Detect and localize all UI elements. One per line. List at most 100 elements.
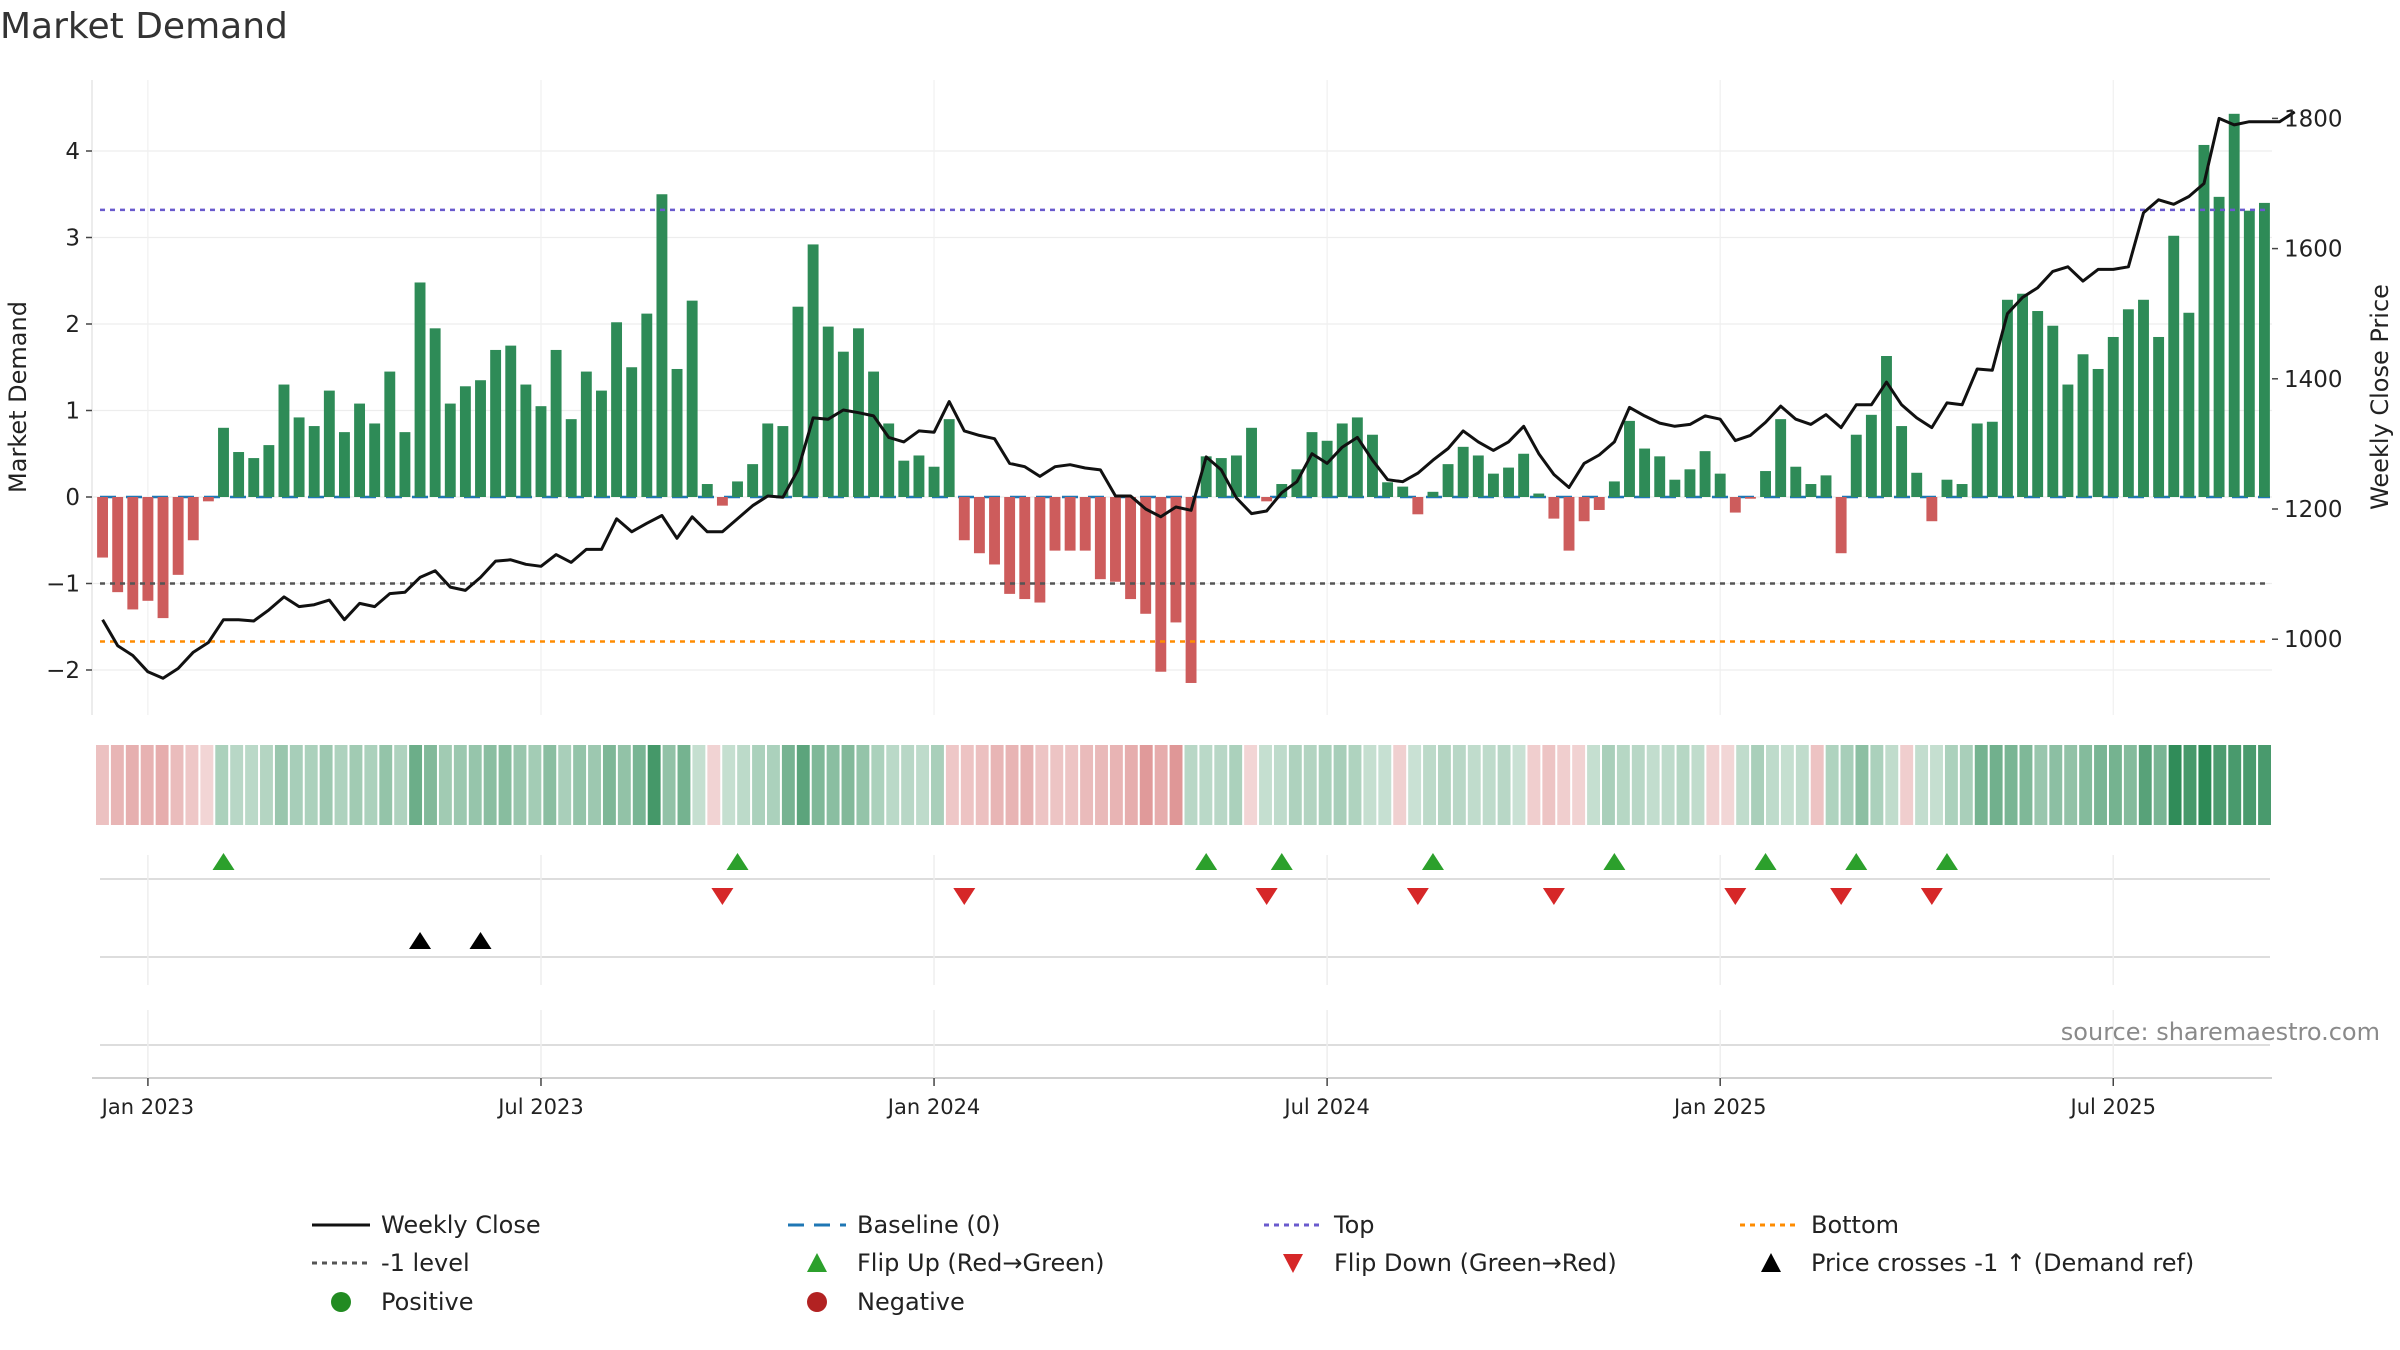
demand-bar-positive: [1881, 356, 1892, 497]
demand-bar-positive: [2168, 235, 2180, 497]
legend-triangle-up-icon: [1761, 1253, 1781, 1272]
colormap-cell: [1467, 745, 1481, 825]
date-tick-label: Jan 2023: [100, 1095, 195, 1119]
left-tick-label: −1: [46, 572, 80, 598]
demand-bar-positive: [1911, 472, 1923, 497]
colormap-cell: [1989, 745, 2003, 825]
colormap-cell: [856, 745, 870, 825]
colormap-cell: [1333, 745, 1347, 825]
colormap-cell: [260, 745, 273, 825]
demand-bar-positive: [2138, 299, 2149, 497]
colormap-cell: [1303, 745, 1317, 825]
flip-up-marker: [726, 853, 749, 870]
demand-bar-positive: [928, 466, 940, 497]
demand-bar-negative: [142, 497, 154, 601]
colormap-cell: [2094, 745, 2107, 825]
colormap-cell: [1631, 745, 1645, 825]
legend-label: Top: [1333, 1211, 1375, 1239]
legend-item-top: Top: [1264, 1211, 1375, 1239]
colormap-cell: [1780, 745, 1794, 825]
flip-down-marker: [1542, 888, 1565, 905]
legend-item-bottom: Bottom: [1740, 1211, 1899, 1239]
colormap-cell: [662, 745, 676, 825]
colormap-cell: [1795, 745, 1809, 825]
demand-bar-positive: [2047, 325, 2059, 497]
colormap-cell: [1944, 745, 1958, 825]
colormap-cell: [1124, 745, 1138, 825]
colormap-cell: [438, 745, 452, 825]
colormap-cell: [573, 745, 587, 825]
right-tick-label: 1800: [2284, 106, 2343, 132]
colormap-cell: [2168, 745, 2182, 825]
legend-item-weekly-close: Weekly Close: [312, 1211, 541, 1239]
flip-up-marker: [1935, 853, 1958, 870]
colormap-cell: [1109, 745, 1123, 825]
colormap-cell: [1512, 745, 1526, 825]
date-axis-ticks: Jan 2023 Jul 2023 Jan 2024 Jul 2024 Jan 2025…: [100, 1078, 2156, 1119]
demand-bar-positive: [278, 384, 290, 497]
flip-down-marker: [1830, 888, 1853, 905]
colormap-cell: [2153, 745, 2167, 825]
price-cross-marker: [469, 932, 492, 949]
colormap-cell: [409, 745, 423, 825]
colormap-cell: [1423, 745, 1436, 825]
demand-bar-positive: [550, 349, 562, 497]
demand-bar-positive: [1639, 448, 1651, 497]
colormap-cell: [1139, 745, 1153, 825]
colormap-cell: [334, 745, 348, 825]
colormap-cell: [617, 745, 631, 825]
demand-bar-positive: [429, 328, 441, 497]
demand-bar-positive: [1457, 446, 1469, 497]
right-tick-label: 1400: [2284, 367, 2343, 393]
legend-item-positive: Positive: [331, 1288, 474, 1316]
demand-bar-positive: [671, 368, 683, 497]
colormap-cell: [1005, 745, 1019, 825]
colormap-cell: [1751, 745, 1765, 825]
flip-down-marker: [953, 888, 976, 905]
colormap-cell: [781, 745, 795, 825]
colormap-cell: [498, 745, 512, 825]
reference-lines-overlay: [100, 208, 2270, 643]
legend-label: Flip Down (Green→Red): [1334, 1249, 1617, 1277]
demand-bar-negative: [1729, 497, 1741, 513]
colormap-cell: [1572, 745, 1586, 825]
colormap-cell: [1974, 745, 1988, 825]
legend-label: Weekly Close: [381, 1211, 541, 1239]
colormap-cell: [2123, 745, 2137, 825]
demand-bar-positive: [2077, 354, 2089, 497]
demand-bar-positive: [701, 484, 713, 497]
demand-bar-negative: [1034, 497, 1046, 603]
demand-bar-positive: [1760, 471, 1771, 497]
left-tick-label: 3: [65, 226, 80, 252]
demand-bar-negative: [127, 497, 139, 610]
flip-up-marker: [1754, 853, 1777, 870]
colormap-cell: [110, 745, 124, 825]
colormap-cell: [990, 745, 1004, 825]
colormap-cell: [1825, 745, 1839, 825]
colormap-cell: [1691, 745, 1705, 825]
flip-up-marker: [1603, 853, 1626, 870]
colormap-cell: [975, 745, 989, 825]
colormap-cell: [1154, 745, 1168, 825]
colormap-cell: [931, 745, 944, 825]
flip-up-marker: [1270, 853, 1293, 870]
demand-bar-negative: [1064, 497, 1076, 551]
colormap-cell: [2213, 745, 2227, 825]
colormap-cell: [1229, 745, 1243, 825]
colormap-cell: [1452, 745, 1466, 825]
colormap-cell: [1930, 745, 1943, 825]
colormap-cell: [1706, 745, 1720, 825]
colormap-cell: [394, 745, 408, 825]
colormap-cell: [245, 745, 259, 825]
flip-up-marker: [1845, 853, 1868, 870]
colormap-cell: [1259, 745, 1272, 825]
right-axis-ticks: 1800 1600 1400 1200 1000: [2272, 106, 2343, 653]
demand-bar-positive: [1850, 434, 1862, 497]
chart-legend: Weekly Close Baseline (0) Top Bottom -1 …: [312, 1211, 2194, 1316]
colormap-cell: [945, 745, 959, 825]
colormap-cell: [826, 745, 840, 825]
colormap-cell: [960, 745, 974, 825]
colormap-cell: [1095, 745, 1108, 825]
demand-bar-positive: [354, 403, 366, 497]
